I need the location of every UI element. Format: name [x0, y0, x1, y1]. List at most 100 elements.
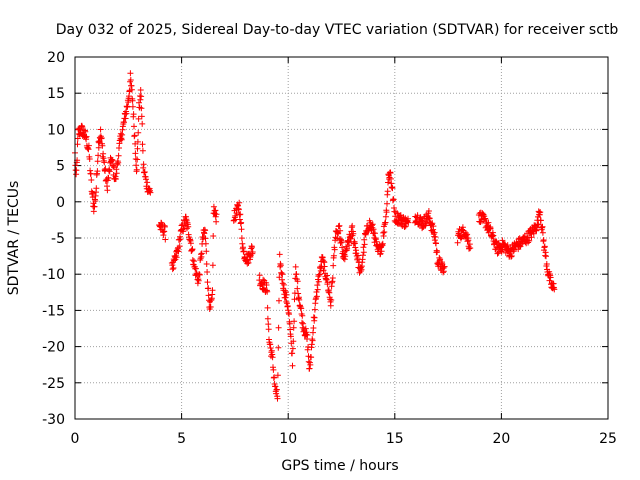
data-point	[144, 179, 151, 186]
y-tick-label: 15	[47, 86, 65, 102]
data-point	[320, 267, 327, 274]
data-point	[117, 135, 124, 142]
data-point	[139, 147, 146, 154]
data-point	[539, 223, 546, 230]
x-tick-label: 10	[279, 431, 297, 447]
data-point	[82, 128, 89, 135]
data-point	[315, 278, 322, 285]
data-point	[313, 293, 320, 300]
data-point	[276, 251, 283, 258]
data-point	[282, 289, 289, 296]
data-point	[526, 237, 533, 244]
data-point	[112, 176, 119, 182]
data-points	[72, 70, 558, 402]
data-point	[196, 271, 203, 278]
data-point	[381, 229, 388, 235]
data-point	[203, 248, 210, 255]
data-point	[289, 362, 296, 369]
data-point	[191, 258, 197, 265]
data-point	[240, 248, 247, 255]
data-point	[133, 166, 140, 173]
data-point	[308, 341, 315, 348]
data-point	[137, 87, 144, 93]
data-point	[533, 224, 540, 231]
data-point	[238, 219, 245, 226]
data-point	[264, 304, 271, 311]
data-point	[212, 207, 219, 214]
data-point	[129, 103, 136, 110]
data-point	[342, 253, 349, 260]
data-point	[382, 213, 389, 220]
y-tick-label: 10	[47, 122, 65, 138]
data-point	[543, 261, 550, 267]
data-point	[138, 105, 145, 112]
data-point	[273, 386, 280, 393]
data-point	[274, 395, 281, 402]
x-tick-label: 25	[599, 431, 617, 447]
data-point	[431, 229, 438, 236]
data-point	[287, 333, 294, 340]
data-point	[292, 263, 299, 270]
data-point	[405, 219, 412, 226]
data-point	[134, 156, 141, 163]
data-point	[441, 263, 448, 270]
data-point	[99, 142, 106, 149]
data-point	[294, 285, 301, 292]
data-point	[115, 152, 122, 159]
data-point	[106, 168, 113, 175]
x-tick-label: 0	[71, 431, 80, 447]
data-point	[487, 225, 494, 232]
data-point	[231, 217, 238, 224]
data-point	[113, 170, 120, 177]
data-point	[302, 325, 309, 332]
data-point	[134, 145, 141, 152]
data-point	[305, 358, 312, 365]
data-point	[330, 262, 337, 269]
data-point	[127, 77, 134, 83]
data-point	[537, 209, 544, 216]
data-point	[213, 211, 220, 218]
data-point	[352, 244, 359, 251]
data-point	[202, 227, 209, 234]
data-point	[383, 209, 390, 216]
data-point	[169, 266, 176, 273]
data-point	[311, 306, 318, 313]
data-point	[508, 253, 515, 260]
data-point	[543, 253, 549, 260]
data-point	[192, 265, 199, 272]
data-point	[307, 361, 314, 368]
data-point	[535, 221, 542, 228]
data-point	[336, 222, 343, 229]
data-point	[236, 199, 243, 206]
data-point	[94, 158, 101, 165]
data-point	[131, 123, 137, 130]
data-point	[314, 286, 321, 293]
data-point	[337, 227, 344, 234]
data-point	[283, 291, 290, 298]
data-point	[143, 176, 149, 183]
data-point	[135, 129, 142, 136]
data-point	[94, 168, 101, 175]
data-point	[79, 123, 86, 130]
data-point	[360, 252, 366, 259]
data-point	[161, 228, 168, 235]
data-point	[98, 135, 105, 141]
data-point	[328, 297, 335, 303]
data-point	[129, 97, 136, 104]
data-point	[128, 86, 135, 93]
data-point	[235, 206, 242, 213]
data-point	[210, 233, 217, 239]
data-point	[276, 297, 282, 304]
data-point	[175, 248, 182, 255]
data-point	[119, 131, 126, 138]
x-tick-labels: 0 5 10 15 20 25	[71, 431, 617, 447]
data-point	[270, 366, 277, 373]
data-point	[306, 365, 313, 372]
data-point	[465, 237, 472, 244]
data-point	[384, 188, 391, 195]
data-point	[91, 203, 98, 210]
data-point	[263, 282, 270, 288]
data-point	[317, 267, 324, 274]
data-point	[162, 236, 169, 243]
data-point	[101, 159, 108, 166]
